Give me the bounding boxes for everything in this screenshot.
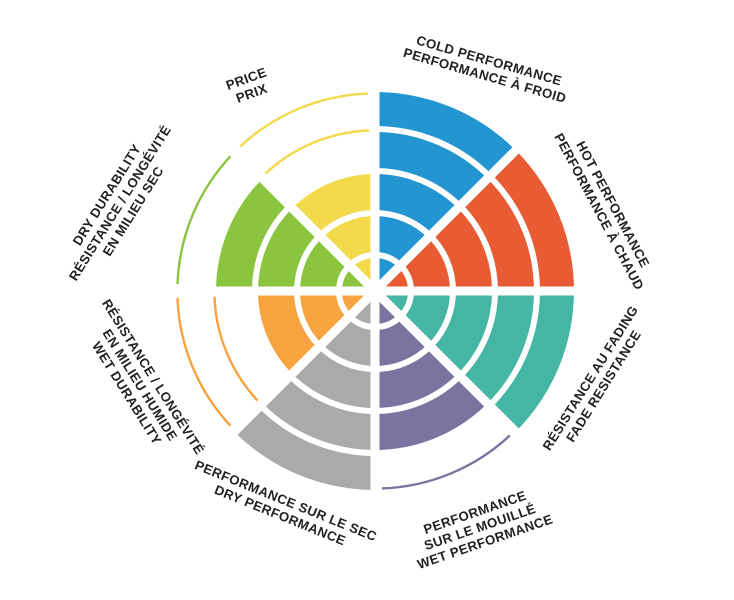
sector-cold-performance-ring-1: [375, 258, 399, 283]
sector-wet-performance-ring-1: [375, 299, 399, 324]
sector-dry-performance-ring-4: [262, 377, 375, 450]
sector-price-ring-2: [321, 216, 375, 264]
sector-cold-performance-ring-3: [375, 174, 458, 234]
sector-dry-performance-ring-3: [292, 348, 375, 408]
sector-fade-resistance-ring-3: [432, 291, 492, 374]
sector-wet-performance-ring-3: [375, 348, 458, 408]
sector-wet-durability-ring-1: [342, 291, 367, 315]
sector-wet-performance-scale-arc-5: [381, 434, 511, 490]
sector-price-ring-1: [351, 258, 375, 283]
sector-dry-durability-ring-2: [300, 237, 348, 291]
sector-wet-performance-ring-4: [375, 377, 488, 450]
sector-price-scale-arc-5: [239, 92, 369, 148]
sector-wet-performance-ring-2: [375, 318, 429, 366]
sector-wet-durability-ring-2: [300, 291, 348, 345]
sector-fade-resistance-ring-2: [402, 291, 450, 345]
sector-dry-durability-ring-1: [342, 267, 367, 291]
sector-cold-performance-ring-2: [375, 216, 429, 264]
sector-price-scale-arc-4: [264, 129, 370, 175]
sector-dry-durability-ring-3: [258, 208, 318, 291]
sector-dry-performance-ring-2: [321, 318, 375, 366]
sector-wet-durability-scale-arc-4: [213, 296, 259, 402]
sector-cold-performance-ring-5: [375, 92, 516, 175]
sector-fade-resistance-ring-5: [491, 291, 574, 432]
sector-dry-durability-scale-arc-5: [176, 155, 232, 285]
sector-hot-performance-ring-1: [383, 267, 408, 291]
sector-dry-performance-ring-5: [234, 407, 375, 490]
sector-fade-resistance-ring-4: [461, 291, 534, 404]
sector-hot-performance-ring-5: [491, 150, 574, 291]
sector-dry-durability-ring-4: [216, 178, 289, 291]
sector-fade-resistance-ring-1: [383, 291, 408, 315]
sector-cold-performance-ring-4: [375, 132, 488, 205]
sector-wet-durability-scale-arc-5: [176, 297, 232, 427]
sector-wet-durability-ring-3: [258, 291, 318, 374]
wheel-hub: [363, 279, 387, 303]
sector-hot-performance-ring-3: [432, 208, 492, 291]
sector-hot-performance-ring-2: [402, 237, 450, 291]
sector-hot-performance-ring-4: [461, 178, 534, 291]
sector-dry-performance-ring-1: [351, 299, 375, 324]
sector-price-ring-3: [292, 174, 375, 234]
